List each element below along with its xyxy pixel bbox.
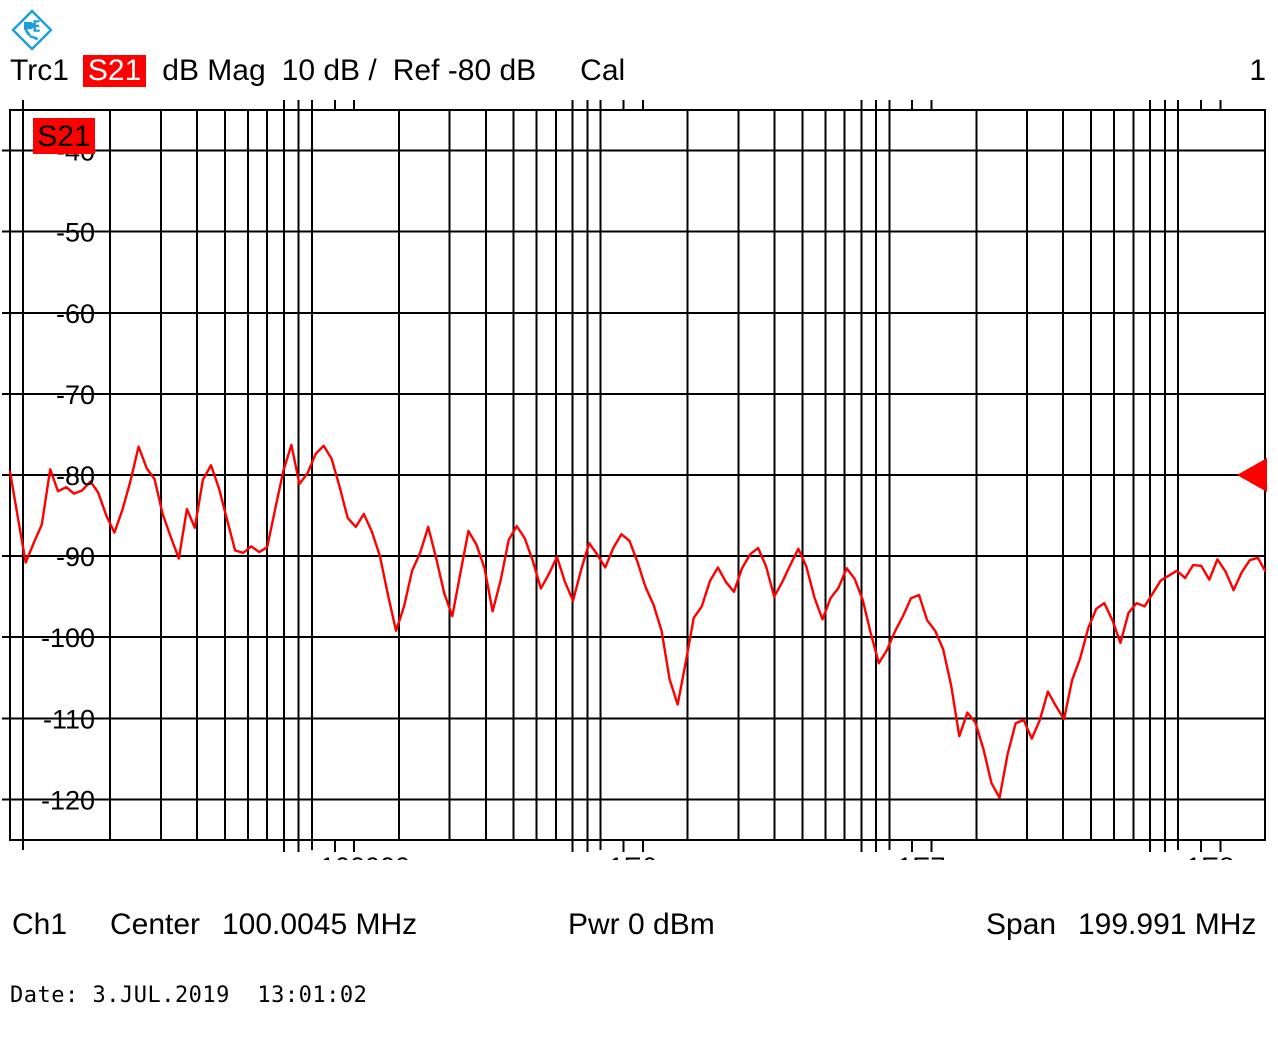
channel-bar: Ch1 Center 100.0045 MHz Pwr 0 dBm Span 1… bbox=[0, 908, 1278, 950]
center-frequency-value[interactable]: 100.0045 MHz bbox=[222, 908, 418, 941]
window-number: 1 bbox=[1249, 54, 1266, 87]
y-axis-label: -80 bbox=[56, 461, 95, 491]
y-axis-label: -70 bbox=[56, 380, 95, 410]
y-axis-label: -110 bbox=[43, 704, 95, 734]
power-value[interactable]: Pwr 0 dBm bbox=[568, 908, 715, 941]
span-value[interactable]: 199.991 MHz bbox=[1078, 908, 1257, 941]
trace-parameter-badge[interactable]: S21 bbox=[82, 55, 147, 87]
y-axis-label: -50 bbox=[56, 218, 95, 248]
trace-cal-state[interactable]: Cal bbox=[580, 54, 626, 87]
y-axis-label: -90 bbox=[56, 542, 95, 572]
date-time-stamp: Date: 3.JUL.2019 13:01:02 bbox=[10, 983, 368, 1008]
reference-marker-icon[interactable] bbox=[1237, 458, 1267, 492]
measurement-trace bbox=[8, 443, 1267, 800]
trace-name[interactable]: Trc1 bbox=[10, 54, 69, 87]
grid-layer bbox=[2, 98, 1266, 852]
x-axis-label: 1E8 bbox=[1186, 852, 1234, 860]
x-axis-label: 100000 bbox=[320, 852, 410, 860]
y-axis-label: -60 bbox=[56, 299, 95, 329]
y-axis-label: -120 bbox=[41, 785, 95, 815]
trace-reference-level[interactable]: Ref -80 dB bbox=[392, 54, 537, 87]
marker-layer bbox=[1237, 458, 1267, 492]
trace-badge-label: S21 bbox=[37, 120, 90, 153]
trace-layer bbox=[8, 443, 1267, 800]
rohde-schwarz-logo bbox=[10, 8, 54, 52]
trace-badge-background bbox=[33, 118, 95, 154]
channel-name[interactable]: Ch1 bbox=[12, 908, 68, 941]
diagram-area[interactable]: -40-50-60-70-80-90-100-110-1201000001E61… bbox=[0, 98, 1278, 882]
y-axis-label: -100 bbox=[41, 623, 95, 653]
x-axis-label: 1E7 bbox=[897, 852, 945, 860]
x-axis-label: 1E6 bbox=[609, 852, 657, 860]
trace-header: Trc1 S21 dB Mag 10 dB / Ref -80 dB Cal bbox=[10, 54, 625, 88]
trace-scale-per-div[interactable]: 10 dB / bbox=[281, 54, 377, 87]
trace-format[interactable]: dB Mag bbox=[162, 54, 266, 87]
span-label: Span bbox=[986, 908, 1057, 941]
center-label: Center bbox=[110, 908, 201, 941]
